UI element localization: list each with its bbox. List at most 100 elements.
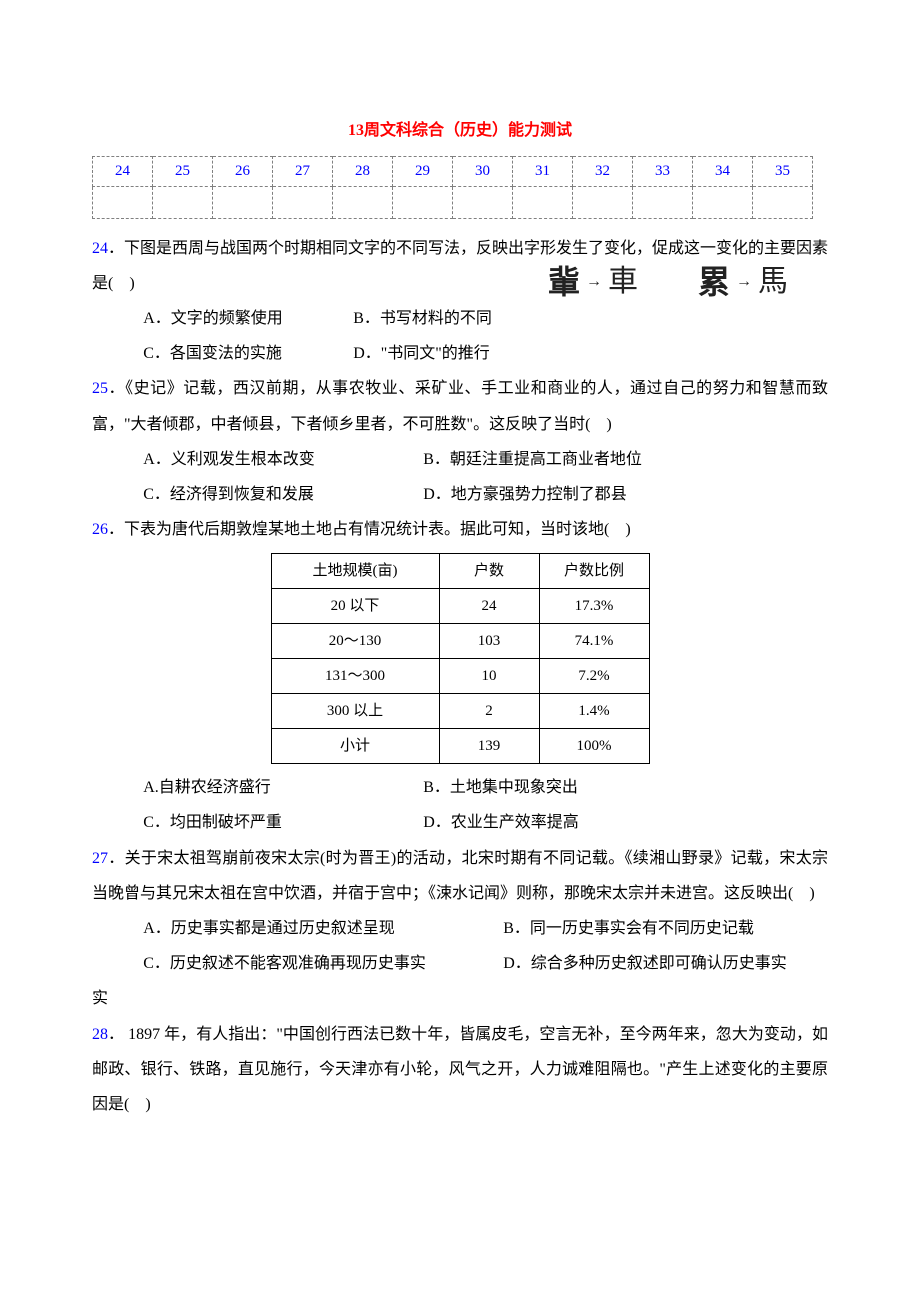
q26-row-cd: C．均田制破坏严重 D．农业生产效率提高 [92, 805, 828, 840]
cell: 小计 [271, 729, 439, 764]
q28-text: 28． 1897 年，有人指出："中国创行西法已数十年，皆属皮毛，空言无补，至今… [92, 1017, 828, 1123]
grid-blank [753, 186, 813, 218]
title-main: 周文科综合（历史）能力测试 [364, 122, 572, 139]
q27-opt-c: C．历史叙述不能客观准确再现历史事实 [92, 946, 452, 981]
grid-cell: 26 [213, 156, 273, 186]
page-title: 13周文科综合（历史）能力测试 [92, 118, 828, 144]
answer-grid: 24 25 26 27 28 29 30 31 32 33 34 35 [92, 156, 813, 219]
q24-block: 24．下图是西周与战国两个时期相同文字的不同写法，反映出字形发生了变化，促成这一… [92, 231, 828, 372]
q26-opt-a: A.自耕农经济盛行 [92, 770, 372, 805]
q24-opt-c: C．各国变法的实施 [92, 336, 302, 371]
grid-cell: 35 [753, 156, 813, 186]
q25-text: 25．《史记》记载，西汉前期，从事农牧业、采矿业、手工业和商业的人，通过自己的努… [92, 371, 828, 441]
grid-cell: 27 [273, 156, 333, 186]
q27-row-cd: C．历史叙述不能客观准确再现历史事实 D．综合多种历史叙述即可确认历史事实 [92, 946, 828, 981]
q27-row-ab: A．历史事实都是通过历史叙述呈现 B．同一历史事实会有不同历史记载 [92, 911, 828, 946]
grid-cell: 31 [513, 156, 573, 186]
grid-cell: 30 [453, 156, 513, 186]
col-header: 土地规模(亩) [271, 554, 439, 589]
glyph-pair-1: 軰 → 車 [548, 266, 638, 298]
cell: 139 [439, 729, 539, 764]
glyph1-new: 車 [608, 267, 638, 297]
grid-cell: 33 [633, 156, 693, 186]
cell: 17.3% [539, 589, 649, 624]
grid-blank [273, 186, 333, 218]
q25-opt-c: C．经济得到恢复和发展 [92, 477, 372, 512]
grid-blank [333, 186, 393, 218]
cell: 20～130 [271, 624, 439, 659]
arrow-icon: → [586, 269, 602, 295]
table-row: 300 以上21.4% [271, 694, 649, 729]
grid-blank [633, 186, 693, 218]
grid-cell: 32 [573, 156, 633, 186]
cell: 74.1% [539, 624, 649, 659]
q25-opt-a: A．义利观发生根本改变 [92, 442, 372, 477]
q26-opt-b: B．土地集中现象突出 [372, 770, 828, 805]
glyph2-new: 馬 [758, 267, 788, 297]
q25-body: ．《史记》记载，西汉前期，从事农牧业、采矿业、手工业和商业的人，通过自己的努力和… [92, 380, 828, 432]
q27-opt-d-tail: 实 [92, 981, 828, 1016]
q24-glyph-image: 軰 → 車 累 → 馬 [518, 259, 818, 305]
q27-opt-b: B．同一历史事实会有不同历史记载 [452, 911, 828, 946]
cell: 300 以上 [271, 694, 439, 729]
q25-opt-d: D．地方豪强势力控制了郡县 [372, 477, 828, 512]
glyph1-old: 軰 [548, 266, 580, 298]
grid-cell: 25 [153, 156, 213, 186]
cell: 20 以下 [271, 589, 439, 624]
table-row: 20 以下2417.3% [271, 589, 649, 624]
cell: 100% [539, 729, 649, 764]
col-header: 户数 [439, 554, 539, 589]
q24-row-cd: C．各国变法的实施 D．"书同文"的推行 [92, 336, 828, 371]
q26-opt-c: C．均田制破坏严重 [92, 805, 372, 840]
cell: 103 [439, 624, 539, 659]
q27-body: ．关于宋太祖驾崩前夜宋太宗(时为晋王)的活动，北宋时期有不同记载。《续湘山野录》… [92, 850, 828, 902]
q26-num: 26 [92, 521, 108, 538]
q26-opt-d: D．农业生产效率提高 [372, 805, 828, 840]
grid-cell: 34 [693, 156, 753, 186]
title-prefix: 13 [348, 122, 364, 139]
q28-body: ． 1897 年，有人指出："中国创行西法已数十年，皆属皮毛，空言无补，至今两年… [92, 1026, 828, 1113]
q28-num: 28 [92, 1026, 108, 1043]
q25-row-ab: A．义利观发生根本改变 B．朝廷注重提高工商业者地位 [92, 442, 828, 477]
q24-opt-d: D．"书同文"的推行 [302, 336, 828, 371]
cell: 1.4% [539, 694, 649, 729]
grid-cell: 28 [333, 156, 393, 186]
q25-row-cd: C．经济得到恢复和发展 D．地方豪强势力控制了郡县 [92, 477, 828, 512]
q26-body: ．下表为唐代后期敦煌某地土地占有情况统计表。据此可知，当时该地( ) [108, 521, 631, 538]
table-header: 土地规模(亩) 户数 户数比例 [271, 554, 649, 589]
grid-blank [213, 186, 273, 218]
cell: 24 [439, 589, 539, 624]
grid-blank [153, 186, 213, 218]
answer-grid-header: 24 25 26 27 28 29 30 31 32 33 34 35 [93, 156, 813, 186]
cell: 131～300 [271, 659, 439, 694]
q27-opt-a: A．历史事实都是通过历史叙述呈现 [92, 911, 452, 946]
glyph-pair-2: 累 → 馬 [698, 266, 788, 298]
q26-text: 26．下表为唐代后期敦煌某地土地占有情况统计表。据此可知，当时该地( ) [92, 512, 828, 547]
grid-blank [513, 186, 573, 218]
glyph2-old: 累 [698, 266, 730, 298]
grid-blank [573, 186, 633, 218]
grid-cell: 24 [93, 156, 153, 186]
q27-text: 27．关于宋太祖驾崩前夜宋太宗(时为晋王)的活动，北宋时期有不同记载。《续湘山野… [92, 841, 828, 911]
q24-opt-a: A．文字的频繁使用 [92, 301, 302, 336]
answer-grid-blank [93, 186, 813, 218]
cell: 7.2% [539, 659, 649, 694]
q26-row-ab: A.自耕农经济盛行 B．土地集中现象突出 [92, 770, 828, 805]
q24-opt-b: B．书写材料的不同 [302, 301, 828, 336]
q27-opt-d: D．综合多种历史叙述即可确认历史事实 [452, 946, 828, 981]
q25-num: 25 [92, 380, 108, 397]
q24-row-ab: A．文字的频繁使用 B．书写材料的不同 [92, 301, 828, 336]
grid-blank [93, 186, 153, 218]
grid-blank [693, 186, 753, 218]
grid-blank [393, 186, 453, 218]
table-row: 小计139100% [271, 729, 649, 764]
col-header: 户数比例 [539, 554, 649, 589]
q27-num: 27 [92, 850, 108, 867]
table-row: 131～300107.2% [271, 659, 649, 694]
cell: 2 [439, 694, 539, 729]
table-row: 20～13010374.1% [271, 624, 649, 659]
grid-blank [453, 186, 513, 218]
grid-cell: 29 [393, 156, 453, 186]
q25-opt-b: B．朝廷注重提高工商业者地位 [372, 442, 828, 477]
arrow-icon: → [736, 269, 752, 295]
